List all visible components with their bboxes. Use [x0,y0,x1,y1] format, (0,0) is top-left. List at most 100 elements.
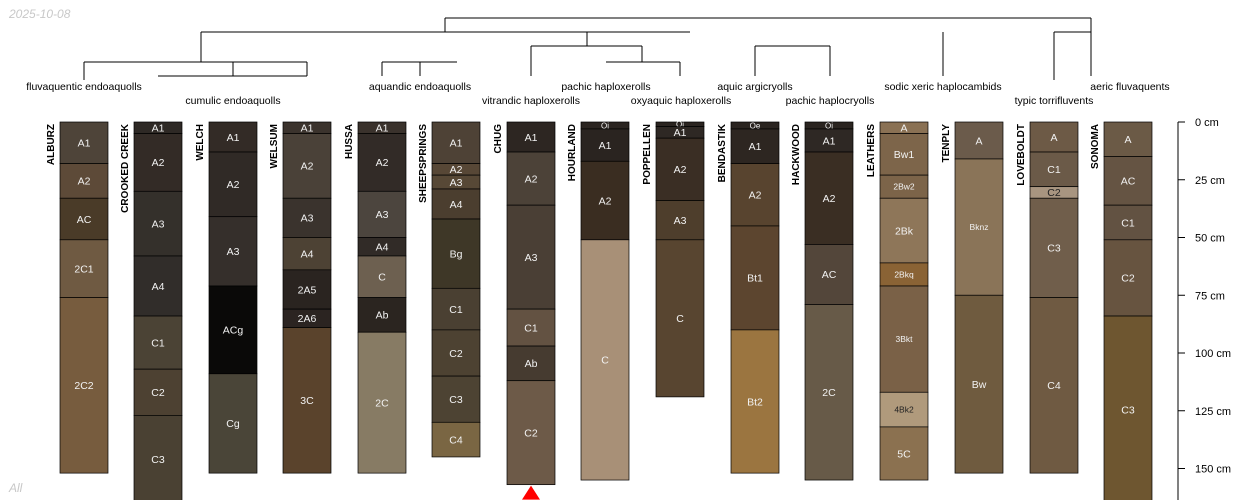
horizon-rect [59,297,109,474]
horizon-label: A3 [376,209,389,221]
horizon-label: A1 [152,123,165,135]
horizon-label: C2 [449,348,463,360]
horizon-label: C1 [524,322,538,334]
profile-name: LOVEBOLDT [1016,124,1027,186]
horizon-rect [282,237,332,271]
horizon-label: AC [822,269,837,281]
horizon-label: 2C1 [74,263,93,275]
horizon-label: A1 [599,140,612,152]
horizon-label: A2 [78,176,91,188]
horizon-rect [431,218,481,289]
profile-name: POPPELLEN [642,124,653,185]
horizon-label: A2 [525,173,538,185]
truncation-marker [522,485,540,500]
horizon-rect [954,121,1004,160]
depth-tick-label: 125 cm [1195,406,1231,418]
horizon-rect [133,415,183,500]
subgroup-label: fluvaquentic endoaquolls [26,81,142,93]
horizon-label: 3C [300,395,314,407]
horizon-rect [357,133,407,192]
dendrogram [83,17,1092,80]
profile-name: CROOKED CREEK [120,123,131,213]
horizon-label: A1 [78,138,91,150]
horizon-rect [282,197,332,238]
horizon-rect [730,225,780,331]
horizon-rect [879,197,929,264]
subgroup-label: aquic argicryolls [717,81,792,93]
subgroup-label: pachic haplocryolls [786,95,875,107]
horizon-label: 2Bkq [894,270,914,280]
subgroup-label: aquandic endoaquolls [369,81,471,93]
subgroup-label: pachic haploxerolls [561,81,650,93]
horizon-label: 2Bk [895,225,914,237]
horizon-label: 2A5 [298,284,317,296]
horizon-label: C1 [151,337,165,349]
depth-tick-label: 50 cm [1195,233,1225,245]
horizon-rect [506,204,556,310]
horizon-label: ACg [223,325,244,337]
horizon-rect [730,329,780,474]
horizon-label: A1 [823,135,836,147]
horizon-label: AC [77,214,92,226]
horizon-rect [580,239,630,481]
profile-hourland: Oi A1 A2 C HOURLAND [567,121,630,481]
horizon-rect [133,255,183,317]
horizon-label: Cg [226,418,240,430]
horizon-label: AC [1121,176,1136,188]
horizon-rect [506,380,556,486]
horizon-label: 2C [375,397,389,409]
profile-leathers: A Bw1 2Bw2 2Bk 2Bkq 3Bkt 4Bk2 5C LEATHERS [866,121,929,481]
horizon-label: A2 [376,157,389,169]
horizon-label: A1 [525,132,538,144]
horizon-rect [133,190,183,257]
subgroup-label: typic torrifluvents [1015,95,1094,107]
profile-tenply: A Bknz Bw TENPLY [941,121,1004,474]
horizon-label: A3 [301,213,314,225]
horizon-label: C3 [151,454,165,466]
horizon-label: A [1050,132,1057,144]
profile-hussa: A1 A2 A3 A4 C Ab 2C HUSSA [344,121,407,474]
profile-crooked-creek: A1 A2 A3 A4 C1 C2 C3 CROOKED CREEK [120,121,183,500]
horizon-rect [506,121,556,153]
horizon-rect [804,304,854,481]
horizon-label: 3Bkt [895,334,913,344]
horizon-label: C4 [1047,380,1061,392]
horizon-label: C [676,313,684,325]
date-stamp: 2025-10-08 [9,7,71,21]
profile-chug: A1 A2 A3 C1 Ab C2 CHUG [493,121,556,500]
horizon-rect [506,308,556,347]
profile-name: SONOMA [1090,124,1101,169]
horizon-rect [208,373,258,474]
horizon-rect [804,244,854,305]
depth-axis: 0 cm 25 cm 50 cm 75 cm 100 cm 125 cm 150 cm [1177,117,1231,500]
horizon-label: 5C [897,448,911,460]
horizon-rect [1103,121,1153,158]
horizon-rect [879,426,929,481]
profile-welsum: A1 A2 A3 A4 2A5 2A6 3C WELSUM [269,121,332,474]
horizon-label: A1 [227,132,240,144]
horizon-label: A3 [450,177,463,189]
profile-name: HUSSA [344,124,355,159]
horizon-label: Bw [972,379,987,391]
horizon-label: Oe [750,121,761,130]
horizon-rect [208,121,258,153]
horizon-label: A3 [674,215,687,227]
depth-tick-label: 100 cm [1195,348,1231,360]
horizon-label: A1 [376,123,389,135]
horizon-label: A2 [227,179,240,191]
horizon-label: A3 [152,218,165,230]
horizon-rect [431,287,481,331]
horizon-label: C [601,355,609,367]
horizon-rect [208,285,258,375]
horizon-label: Bw1 [894,149,915,161]
horizon-label: C2 [151,387,165,399]
horizon-rect [1103,239,1153,317]
horizon-label: A4 [450,199,463,211]
horizon-label: A2 [823,193,836,205]
horizon-label: A [1124,134,1131,146]
footer-tag: All [9,481,23,495]
profile-sonoma: A AC C1 C2 C3 SONOMA [1090,121,1153,500]
